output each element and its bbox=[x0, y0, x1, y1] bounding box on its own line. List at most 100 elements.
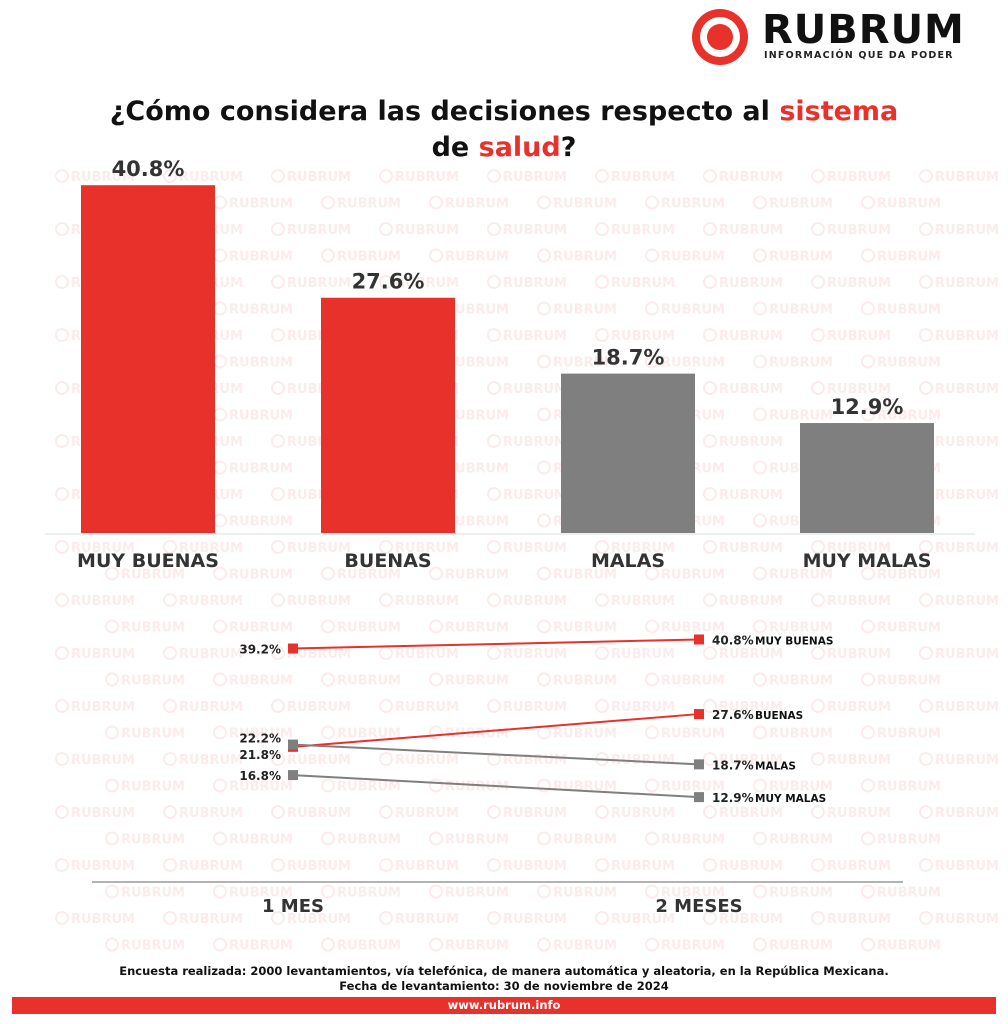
watermark-mark: RUBRUM bbox=[105, 937, 185, 954]
watermark-mark: RUBRUM bbox=[919, 911, 999, 927]
series-line bbox=[292, 713, 700, 748]
watermark-mark: RUBRUM bbox=[105, 778, 185, 795]
watermark-mark: RUBRUM bbox=[595, 699, 675, 715]
svg-text:RUBRUM: RUBRUM bbox=[935, 382, 999, 397]
watermark-mark: RUBRUM bbox=[55, 858, 135, 874]
svg-text:RUBRUM: RUBRUM bbox=[661, 197, 725, 212]
watermark-mark: RUBRUM bbox=[861, 937, 941, 954]
svg-text:RUBRUM: RUBRUM bbox=[877, 674, 941, 689]
watermark-mark: RUBRUM bbox=[271, 275, 351, 291]
watermark-mark: RUBRUM bbox=[919, 222, 999, 238]
watermark-mark: RUBRUM bbox=[163, 540, 243, 556]
watermark-mark: RUBRUM bbox=[163, 858, 243, 874]
watermark-mark: RUBRUM bbox=[379, 911, 459, 927]
title-part-3: ? bbox=[560, 132, 577, 163]
svg-text:RUBRUM: RUBRUM bbox=[121, 939, 185, 954]
watermark-mark: RUBRUM bbox=[919, 381, 999, 397]
watermark-mark: RUBRUM bbox=[213, 778, 293, 795]
svg-text:RUBRUM: RUBRUM bbox=[503, 170, 567, 185]
svg-text:RUBRUM: RUBRUM bbox=[553, 833, 617, 848]
svg-text:RUBRUM: RUBRUM bbox=[337, 780, 401, 795]
watermark-mark: RUBRUM bbox=[753, 725, 833, 742]
svg-text:RUBRUM: RUBRUM bbox=[445, 674, 509, 689]
svg-text:RUBRUM: RUBRUM bbox=[503, 488, 567, 503]
svg-text:RUBRUM: RUBRUM bbox=[719, 700, 783, 715]
watermark-mark: RUBRUM bbox=[429, 195, 509, 212]
watermark-mark: RUBRUM bbox=[919, 275, 999, 291]
watermark-mark: RUBRUM bbox=[429, 566, 509, 583]
svg-text:RUBRUM: RUBRUM bbox=[503, 435, 567, 450]
watermark-mark: RUBRUM bbox=[321, 884, 401, 901]
watermark-mark: RUBRUM bbox=[379, 593, 459, 609]
svg-text:RUBRUM: RUBRUM bbox=[769, 727, 833, 742]
watermark-mark: RUBRUM bbox=[379, 169, 459, 185]
svg-text:RUBRUM: RUBRUM bbox=[121, 568, 185, 583]
svg-text:RUBRUM: RUBRUM bbox=[395, 806, 459, 821]
watermark-mark: RUBRUM bbox=[271, 646, 351, 662]
footer-url-bar[interactable]: www.rubrum.info bbox=[12, 997, 996, 1014]
svg-text:RUBRUM: RUBRUM bbox=[445, 621, 509, 636]
watermark-mark: RUBRUM bbox=[213, 884, 293, 901]
svg-text:RUBRUM: RUBRUM bbox=[121, 780, 185, 795]
watermark-mark: RUBRUM bbox=[811, 275, 891, 291]
watermark-mark: RUBRUM bbox=[919, 646, 999, 662]
svg-text:RUBRUM: RUBRUM bbox=[611, 647, 675, 662]
svg-text:RUBRUM: RUBRUM bbox=[503, 912, 567, 927]
svg-text:RUBRUM: RUBRUM bbox=[827, 859, 891, 874]
svg-text:RUBRUM: RUBRUM bbox=[395, 647, 459, 662]
watermark-mark: RUBRUM bbox=[55, 169, 135, 185]
watermark-mark: RUBRUM bbox=[645, 778, 725, 795]
watermark-mark: RUBRUM bbox=[811, 911, 891, 927]
svg-text:RUBRUM: RUBRUM bbox=[179, 541, 243, 556]
svg-text:RUBRUM: RUBRUM bbox=[719, 806, 783, 821]
series-start-label: 22.2% bbox=[239, 732, 281, 746]
watermark-mark: RUBRUM bbox=[271, 805, 351, 821]
svg-text:RUBRUM: RUBRUM bbox=[337, 621, 401, 636]
svg-text:RUBRUM: RUBRUM bbox=[827, 223, 891, 238]
watermark-mark: RUBRUM bbox=[55, 752, 135, 768]
svg-text:RUBRUM: RUBRUM bbox=[935, 170, 999, 185]
svg-text:RUBRUM: RUBRUM bbox=[553, 303, 617, 318]
svg-text:RUBRUM: RUBRUM bbox=[719, 276, 783, 291]
svg-text:RUBRUM: RUBRUM bbox=[719, 859, 783, 874]
svg-text:RUBRUM: RUBRUM bbox=[287, 753, 351, 768]
watermark-mark: RUBRUM bbox=[487, 911, 567, 927]
series-marker-end bbox=[694, 709, 704, 720]
svg-text:RUBRUM: RUBRUM bbox=[877, 409, 941, 424]
logo-name: RUBRUM bbox=[762, 7, 965, 53]
series-end-label: 18.7% bbox=[712, 758, 754, 772]
series-line bbox=[292, 774, 700, 799]
watermark-mark: RUBRUM bbox=[487, 169, 567, 185]
watermark-mark: RUBRUM bbox=[271, 540, 351, 556]
svg-text:RUBRUM: RUBRUM bbox=[121, 886, 185, 901]
svg-text:RUBRUM: RUBRUM bbox=[503, 806, 567, 821]
svg-text:RUBRUM: RUBRUM bbox=[445, 568, 509, 583]
svg-text:RUBRUM: RUBRUM bbox=[229, 674, 293, 689]
watermark-mark: RUBRUM bbox=[703, 381, 783, 397]
watermark-mark: RUBRUM bbox=[703, 646, 783, 662]
svg-text:RUBRUM: RUBRUM bbox=[935, 329, 999, 344]
watermark-mark: RUBRUM bbox=[645, 248, 725, 265]
svg-text:RUBRUM: RUBRUM bbox=[287, 806, 351, 821]
watermark-mark: RUBRUM bbox=[55, 911, 135, 927]
series-name-label: MUY MALAS bbox=[755, 793, 826, 805]
watermark-mark: RUBRUM bbox=[379, 858, 459, 874]
watermark-mark: RUBRUM bbox=[163, 169, 243, 185]
watermark-mark: RUBRUM bbox=[321, 566, 401, 583]
svg-text:RUBRUM: RUBRUM bbox=[661, 886, 725, 901]
watermark-mark: RUBRUM bbox=[811, 752, 891, 768]
series-start-label: 39.2% bbox=[239, 643, 281, 657]
watermark-mark: RUBRUM bbox=[703, 222, 783, 238]
watermark-mark: RUBRUM bbox=[55, 540, 135, 556]
svg-text:RUBRUM: RUBRUM bbox=[661, 780, 725, 795]
watermark-mark: RUBRUM bbox=[703, 169, 783, 185]
svg-text:RUBRUM: RUBRUM bbox=[661, 356, 725, 371]
website-link[interactable]: www.rubrum.info bbox=[447, 998, 561, 1012]
svg-text:RUBRUM: RUBRUM bbox=[935, 859, 999, 874]
svg-text:RUBRUM: RUBRUM bbox=[395, 594, 459, 609]
svg-text:RUBRUM: RUBRUM bbox=[769, 621, 833, 636]
watermark-mark: RUBRUM bbox=[595, 805, 675, 821]
bar bbox=[800, 423, 934, 533]
svg-text:RUBRUM: RUBRUM bbox=[287, 647, 351, 662]
watermark-mark: RUBRUM bbox=[919, 752, 999, 768]
